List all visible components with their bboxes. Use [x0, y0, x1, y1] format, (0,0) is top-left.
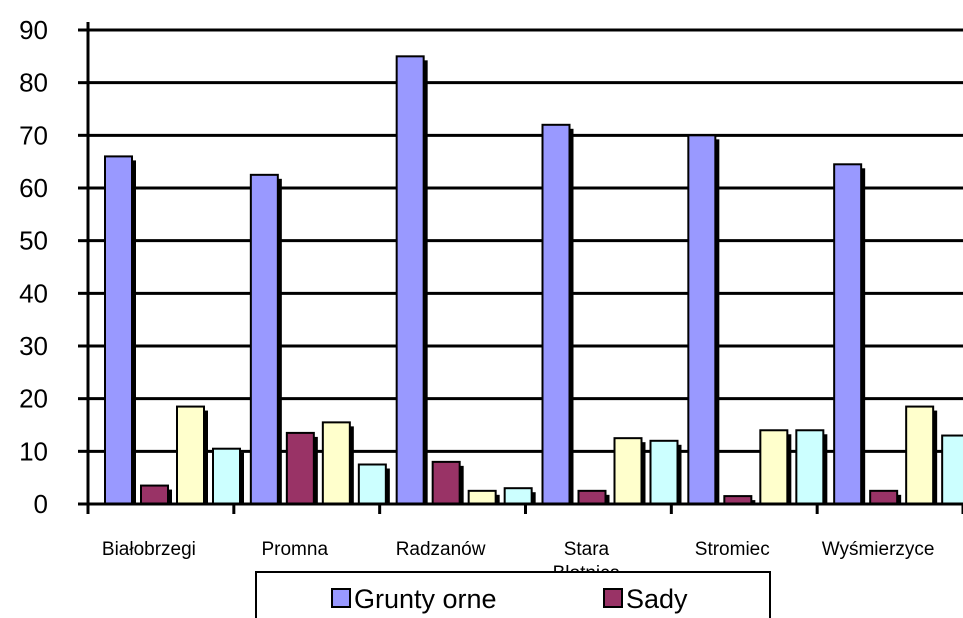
legend-swatch	[603, 588, 623, 608]
bar	[503, 487, 533, 506]
bar-group	[759, 429, 792, 505]
bar-group	[905, 405, 938, 506]
category-label: Promna	[261, 539, 328, 560]
bar-group	[104, 155, 136, 505]
bar-group	[212, 447, 244, 506]
bar	[431, 460, 461, 506]
bar-group	[795, 429, 828, 505]
bar	[905, 405, 935, 506]
gridlines	[88, 28, 963, 453]
bar-group	[613, 437, 646, 505]
category-label: Radzanów	[396, 539, 486, 560]
bar	[285, 431, 315, 505]
bar	[104, 155, 133, 505]
legend: Grunty orne Sady	[255, 571, 771, 618]
bar-group	[176, 405, 208, 506]
bar-group	[941, 434, 963, 505]
x-category-labels: BiałobrzegiPromnaRadzanówStaraBłotnicaSt…	[102, 539, 935, 584]
legend-label: Grunty orne	[354, 584, 497, 614]
category-label: Stromiec	[695, 539, 770, 560]
legend-label: Sady	[626, 584, 688, 614]
bar-group	[285, 431, 318, 505]
y-tick-label: 50	[19, 226, 48, 256]
bar	[249, 173, 279, 505]
bar-group	[833, 163, 866, 506]
y-tick-labels: 0 10 20 30 40 50 60 70 80 90	[19, 15, 48, 519]
bar-group	[140, 484, 172, 506]
y-tick-label: 0	[34, 489, 48, 519]
y-tick-label: 90	[19, 15, 48, 45]
bar	[321, 421, 351, 505]
bar-group	[541, 123, 574, 506]
bar	[140, 484, 169, 506]
bar-group	[357, 463, 390, 505]
bar	[467, 489, 497, 506]
bar-group	[395, 55, 428, 505]
y-tick-label: 70	[19, 120, 48, 150]
bar	[613, 437, 643, 505]
bar-group	[649, 439, 682, 505]
bar-group	[321, 421, 354, 505]
bar-group	[431, 460, 464, 506]
bar	[176, 405, 205, 506]
y-tick-label: 80	[19, 68, 48, 98]
bar-group	[467, 489, 500, 506]
bar	[541, 123, 571, 506]
bar	[577, 489, 607, 506]
bar	[869, 489, 899, 506]
bar-group	[577, 489, 610, 506]
bar-group	[869, 489, 902, 506]
category-label: Stara	[564, 539, 610, 560]
bars	[104, 55, 963, 506]
bar-group	[687, 134, 720, 505]
bar-group	[503, 487, 536, 506]
y-tick-label: 40	[19, 278, 48, 308]
axes	[78, 22, 963, 514]
bar	[759, 429, 789, 505]
bar	[395, 55, 425, 505]
bar	[687, 134, 717, 505]
bar	[212, 447, 241, 506]
bar	[833, 163, 863, 506]
legend-swatch	[331, 588, 351, 608]
bar	[941, 434, 963, 505]
bar	[795, 429, 825, 505]
y-tick-label: 30	[19, 331, 48, 361]
y-tick-label: 20	[19, 384, 48, 414]
bar-group	[249, 173, 282, 505]
category-label: Białobrzegi	[102, 539, 196, 560]
y-tick-label: 60	[19, 173, 48, 203]
category-label: Wyśmierzyce	[822, 539, 935, 560]
y-tick-label: 10	[19, 436, 48, 466]
bar	[649, 439, 679, 505]
bar	[357, 463, 387, 505]
